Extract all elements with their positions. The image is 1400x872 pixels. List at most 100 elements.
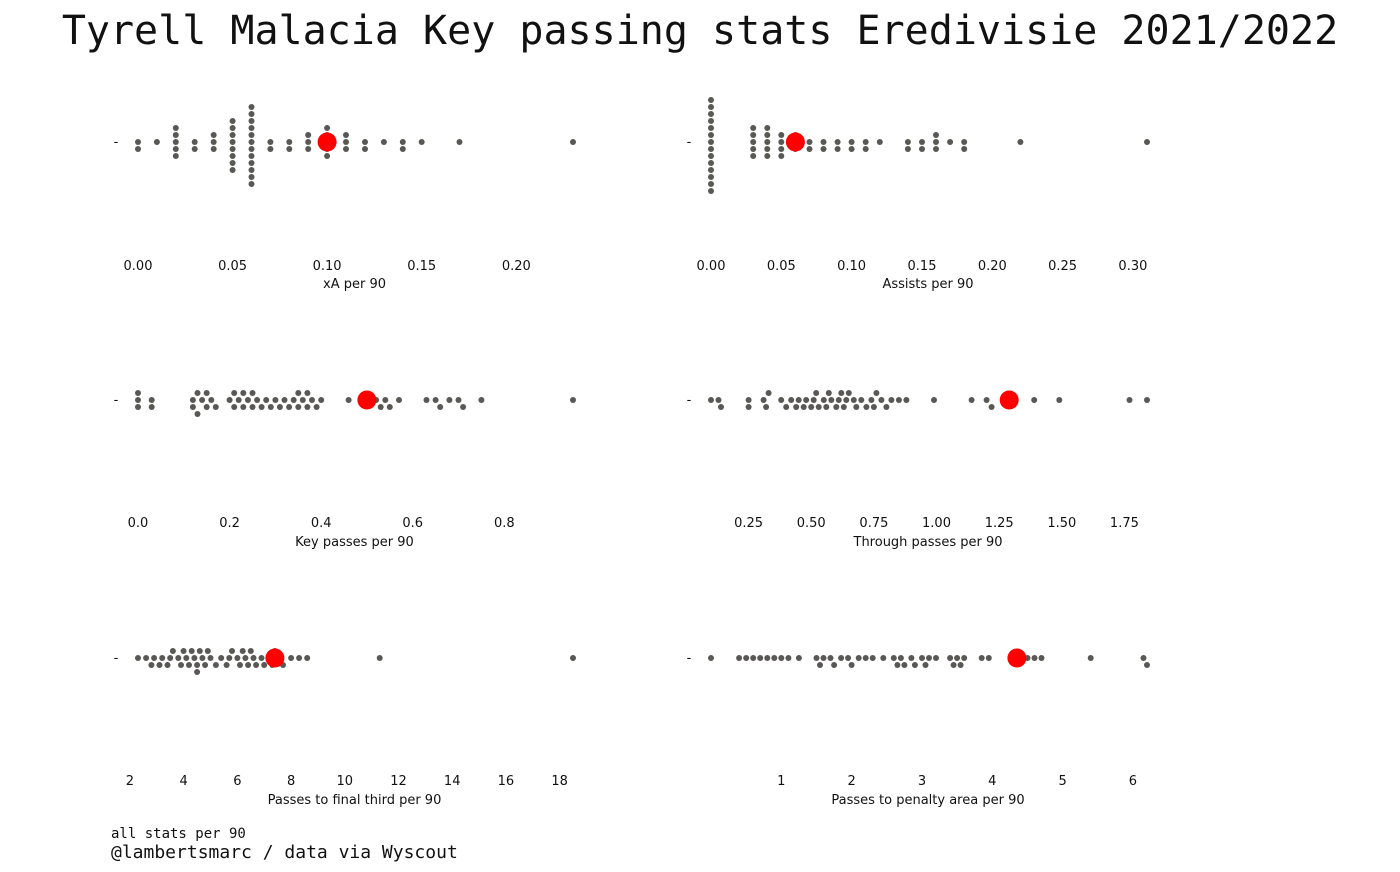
data-point [249,390,256,396]
data-point [968,397,975,403]
data-point [771,655,778,661]
data-point [324,153,331,159]
data-point [186,662,192,668]
data-point [248,139,255,145]
data-point [757,655,764,661]
y-tick-label: - [114,651,119,666]
x-tick-label: 4 [179,774,187,789]
data-point [838,655,845,661]
data-point [290,397,297,403]
data-point [843,397,850,403]
data-point [172,139,179,145]
data-point [272,397,279,403]
data-point [242,655,249,661]
data-point [196,648,203,654]
data-point [288,655,295,661]
x-tick-label: 0.20 [502,259,531,274]
data-point [202,662,209,668]
data-point [750,125,757,131]
data-point [778,139,785,145]
data-point [203,390,210,396]
data-point [194,390,201,396]
y-tick-label: - [687,651,692,666]
data-point [203,404,210,410]
x-axis-label: Key passes per 90 [295,535,414,550]
data-point [248,104,255,110]
x-tick-label: 8 [287,774,295,789]
data-point [708,188,714,194]
data-point [894,662,901,668]
data-point [380,139,387,145]
data-point [189,397,196,403]
data-point [305,132,312,138]
data-point [235,397,242,403]
data-point [362,146,368,152]
data-point [820,139,827,145]
data-point [708,132,714,138]
data-point [249,404,256,410]
data-point [208,397,215,403]
data-point [708,104,714,110]
data-point [795,397,802,403]
data-point [318,397,325,403]
data-point [267,404,274,410]
data-point [795,655,802,661]
data-point [276,404,283,410]
data-point [926,655,932,661]
data-point [267,146,274,152]
data-point [324,125,331,131]
data-point [189,404,196,410]
data-point [286,146,293,152]
highlight-point [1007,648,1027,668]
data-point [248,118,255,124]
data-point [455,397,462,403]
data-point [248,146,255,152]
data-point [778,655,785,661]
data-point [159,655,166,661]
data-point [229,167,236,173]
data-point [793,404,800,410]
x-tick-label: 0.00 [124,259,153,274]
chart-title: Tyrell Malacia Key passing stats Eredivi… [61,8,1339,54]
data-point [895,397,902,403]
data-point [778,397,785,403]
data-point [778,132,785,138]
footer-credit: @lambertsmarc / data via Wyscout [111,842,458,863]
data-point [343,139,349,145]
data-point [172,132,179,138]
data-point [229,153,236,159]
x-tick-label: 0.10 [313,259,342,274]
data-point [922,662,929,668]
data-point [919,655,925,661]
data-point [135,404,141,410]
data-point [253,662,260,668]
data-point [229,125,236,131]
data-point [933,132,939,138]
data-point [570,397,576,403]
data-point [820,655,827,661]
x-tick-label: 3 [918,774,926,789]
data-point [947,655,954,661]
data-point [840,404,847,410]
x-tick-label: 12 [390,774,407,789]
data-point [172,153,179,159]
data-point [743,655,750,661]
data-point [873,390,880,396]
x-tick-label: 0.20 [978,259,1007,274]
data-point [745,397,752,403]
x-tick-label: 0.25 [734,516,763,531]
data-point [299,397,306,403]
highlight-point [999,390,1019,410]
data-point [933,655,939,661]
data-point [1031,655,1038,661]
data-point [827,655,834,661]
data-point [248,160,255,166]
data-point [878,397,885,403]
data-point [229,648,235,654]
x-tick-label: 1 [777,774,785,789]
data-point [247,648,254,654]
x-axis-label: xA per 90 [323,277,386,292]
data-point [244,397,251,403]
data-point [850,397,857,403]
data-point [1144,139,1150,145]
